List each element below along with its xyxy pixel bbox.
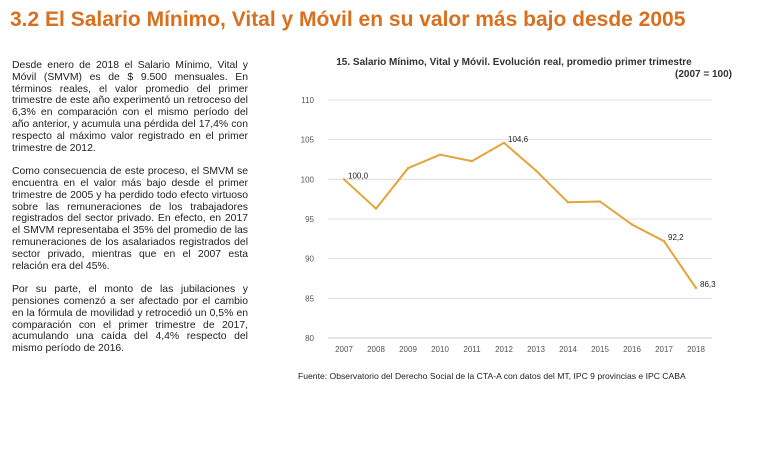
x-tick-label: 2018 — [687, 345, 705, 354]
data-label: 86,3 — [700, 280, 716, 289]
x-tick-label: 2012 — [495, 345, 513, 354]
x-tick-label: 2016 — [623, 345, 641, 354]
data-point — [566, 201, 570, 204]
line-chart: 80 85 90 95 100 105 110 2007 2008 2009 2010 2011 201… — [301, 96, 716, 354]
paragraph: Por su parte, el monto de las jubilacion… — [12, 284, 248, 355]
y-tick-label: 110 — [301, 96, 314, 105]
y-tick-label: 100 — [301, 175, 315, 184]
data-point — [374, 207, 378, 210]
page-title: 3.2 El Salario Mínimo, Vital y Móvil en … — [10, 8, 686, 31]
data-point — [342, 178, 346, 181]
chart-title: 15. Salario Mínimo, Vital y Móvil. Evolu… — [336, 57, 692, 68]
data-point — [598, 200, 602, 203]
paragraph: Como consecuencia de este proceso, el SM… — [12, 166, 248, 272]
data-label: 104,6 — [508, 135, 529, 144]
paragraph: Desde enero de 2018 el Salario Mínimo, V… — [12, 60, 248, 154]
x-tick-label: 2014 — [559, 345, 577, 354]
chart-subtitle: (2007 = 100) — [675, 68, 732, 80]
data-point — [534, 169, 538, 172]
x-tick-label: 2011 — [463, 345, 481, 354]
y-tick-label: 105 — [301, 136, 315, 145]
x-tick-label: 2008 — [367, 345, 385, 354]
y-tick-label: 95 — [305, 215, 314, 224]
x-tick-label: 2010 — [431, 345, 449, 354]
y-tick-label: 85 — [305, 294, 314, 303]
data-point — [662, 240, 666, 243]
x-tick-label: 2007 — [335, 345, 353, 354]
y-tick-label: 80 — [305, 334, 314, 343]
body-text: Desde enero de 2018 el Salario Mínimo, V… — [12, 60, 248, 367]
data-point — [694, 286, 698, 290]
data-label: 92,2 — [668, 233, 684, 242]
data-point — [470, 159, 474, 163]
chart-title-block: 15. Salario Mínimo, Vital y Móvil. Evolu… — [296, 57, 732, 80]
data-point — [630, 223, 634, 226]
x-tick-label: 2013 — [527, 345, 545, 354]
x-tick-label: 2009 — [399, 345, 417, 354]
y-tick-label: 90 — [305, 255, 314, 264]
data-point — [438, 153, 442, 156]
data-point — [406, 167, 410, 170]
x-tick-label: 2015 — [591, 345, 609, 354]
series-line — [343, 141, 697, 289]
x-tick-label: 2017 — [655, 345, 673, 354]
data-label: 100,0 — [348, 171, 369, 180]
data-point — [502, 141, 506, 145]
chart-source: Fuente: Observatorio del Derecho Social … — [298, 371, 686, 381]
